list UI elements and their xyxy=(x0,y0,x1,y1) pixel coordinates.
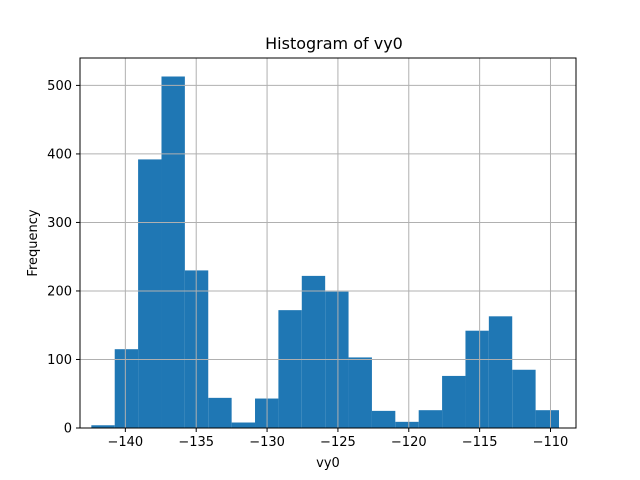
y-axis-ticks: 0 100 200 300 400 500 xyxy=(47,79,80,437)
histogram-bar xyxy=(535,410,559,428)
histogram-bar xyxy=(91,425,115,428)
histogram-bar xyxy=(208,397,232,428)
x-tick-label: −115 xyxy=(462,435,498,450)
chart-title: Histogram of vy0 xyxy=(265,34,403,53)
y-tick-label: 400 xyxy=(47,147,72,162)
y-tick-label: 200 xyxy=(47,284,72,299)
y-axis-label: Frequency xyxy=(26,209,41,276)
x-tick-label: −135 xyxy=(178,435,214,450)
y-tick-label: 300 xyxy=(47,216,72,231)
histogram-bar xyxy=(114,349,139,428)
y-tick-label: 100 xyxy=(47,353,72,368)
x-tick-label: −110 xyxy=(533,435,569,450)
plot-frame xyxy=(79,57,577,429)
x-tick-label: −140 xyxy=(107,435,143,450)
histogram-bar xyxy=(348,357,372,428)
histogram-bar xyxy=(418,410,443,428)
y-tick-label: 500 xyxy=(47,79,72,94)
histogram-bar xyxy=(301,275,326,428)
histogram-bar xyxy=(395,421,419,428)
histogram-bars xyxy=(91,76,559,428)
x-axis-label: vy0 xyxy=(316,456,340,471)
histogram-bar xyxy=(465,330,489,428)
histogram-bar xyxy=(231,422,256,428)
histogram-bar xyxy=(512,369,536,428)
x-tick-label: −120 xyxy=(391,435,427,450)
histogram-bar xyxy=(278,310,302,428)
histogram-bar xyxy=(371,410,396,428)
x-tick-label: −130 xyxy=(249,435,285,450)
x-axis-ticks: −140 −135 −130 −125 −120 −115 −110 xyxy=(107,428,568,450)
x-tick-label: −125 xyxy=(320,435,356,450)
histogram-bar xyxy=(138,159,162,428)
histogram-bar xyxy=(161,76,185,428)
histogram-bar xyxy=(442,375,466,428)
histogram-bar xyxy=(488,316,513,428)
y-tick-label: 0 xyxy=(64,422,72,437)
